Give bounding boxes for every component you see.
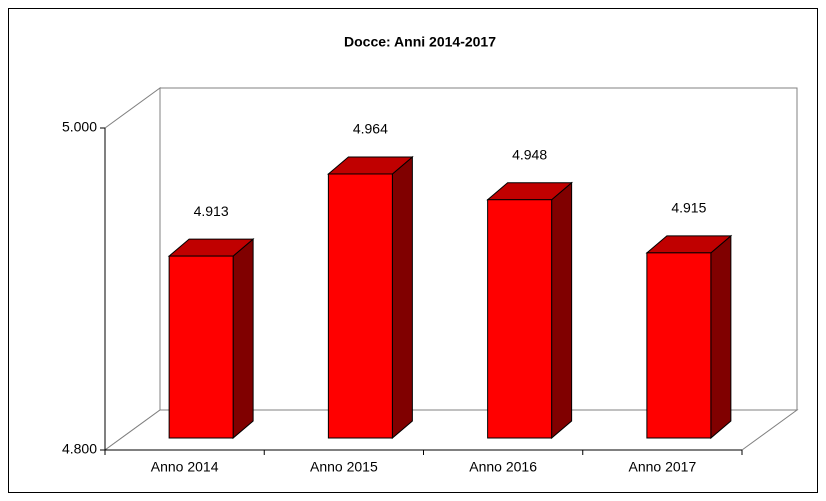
y-tick-label: 5.000 <box>62 119 97 135</box>
side-wall <box>104 87 161 451</box>
bar-side <box>710 234 732 440</box>
bar-side <box>391 155 413 440</box>
bar <box>327 173 393 439</box>
bar <box>487 199 553 439</box>
x-tick-label: Anno 2016 <box>469 459 537 475</box>
chart-title: Docce: Anni 2014-2017 <box>344 34 496 50</box>
bar-side <box>232 237 254 440</box>
bar-side <box>551 181 573 440</box>
data-label: 4.913 <box>194 203 229 219</box>
bar <box>646 252 712 439</box>
y-tick-label: 4.800 <box>62 441 97 457</box>
x-tick-label: Anno 2015 <box>310 459 378 475</box>
x-tick-label: Anno 2017 <box>629 459 697 475</box>
data-label: 4.964 <box>353 121 388 137</box>
bar <box>168 255 234 439</box>
data-label: 4.948 <box>512 146 547 162</box>
data-label: 4.915 <box>671 200 706 216</box>
x-tick-label: Anno 2014 <box>151 459 219 475</box>
